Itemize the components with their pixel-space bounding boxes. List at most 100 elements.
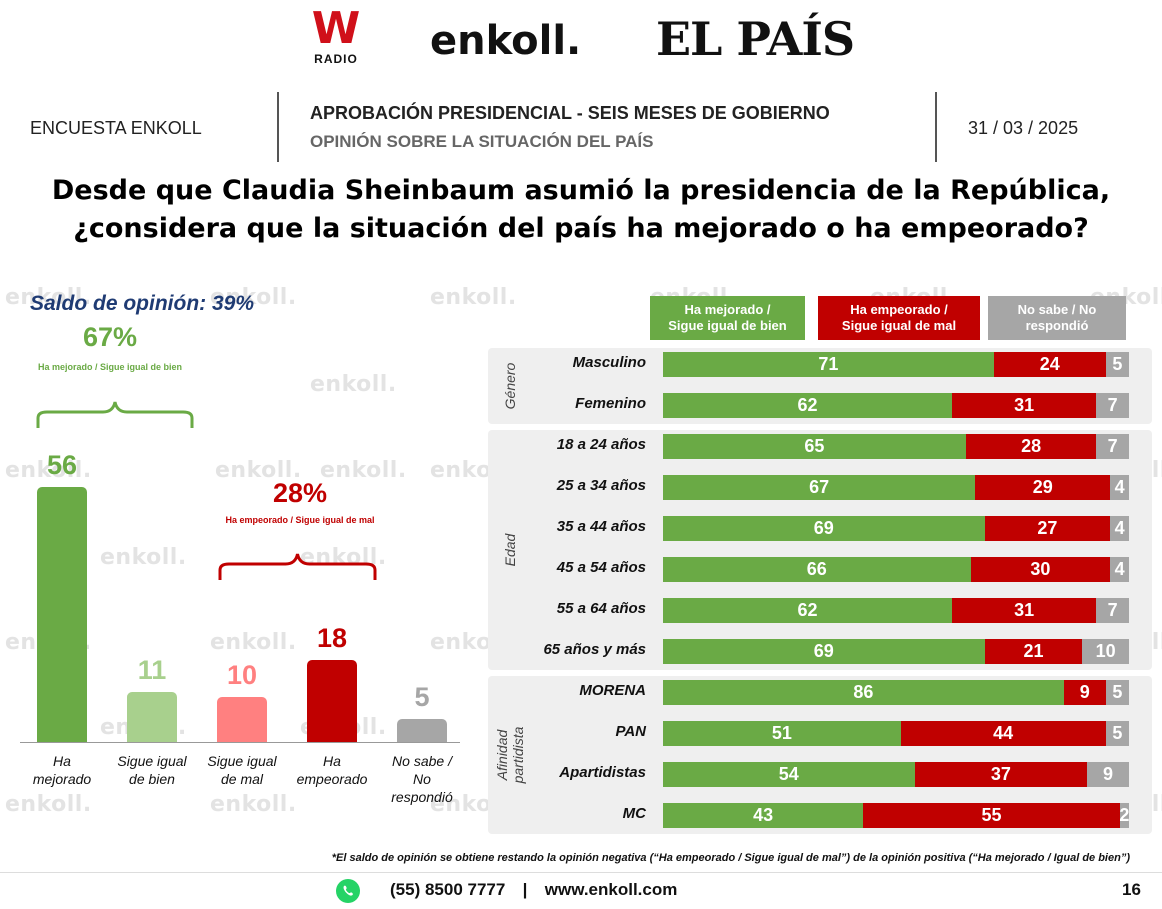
- segment-bar-0-0-2: 5: [1105, 352, 1129, 377]
- segment-bar-0-1-1: 31: [951, 393, 1097, 418]
- survey-question: Desde que Claudia Sheinbaum asumió la pr…: [0, 172, 1162, 248]
- row-label-1-2: 35 a 44 años: [556, 518, 646, 535]
- category-label-line: No: [413, 771, 431, 787]
- category-label-line: Ha: [323, 753, 341, 769]
- legend-item-1: Ha empeorado / Sigue igual de mal: [818, 296, 980, 340]
- segment-bar-1-2-1: 27: [984, 516, 1111, 541]
- bar-4: [397, 719, 447, 742]
- segment-bar-1-0-2: 7: [1096, 434, 1129, 459]
- segment-bar-2-3-2: 2: [1119, 803, 1129, 828]
- legend-label-line: Sigue igual de mal: [841, 318, 957, 333]
- footer-separator: |: [522, 880, 528, 899]
- category-label-line: mejorado: [32, 771, 92, 787]
- segment-bar-2-2-2: 9: [1087, 762, 1129, 787]
- segment-bar-1-1-0: 67: [663, 475, 976, 500]
- segment-bar-2-2-0: 54: [663, 762, 915, 787]
- row-label-2-3: MC: [622, 805, 646, 822]
- row-label-1-1: 25 a 34 años: [556, 477, 646, 494]
- footer-website[interactable]: www.enkoll.com: [544, 880, 678, 899]
- footnote: *El saldo de opinión se obtiene restando…: [331, 852, 1130, 864]
- row-label-1-3: 45 a 54 años: [556, 559, 646, 576]
- segment-bar-2-0-2: 5: [1105, 680, 1129, 705]
- segment-bar-1-3-1: 30: [970, 557, 1111, 582]
- bar-value-label-3: 18: [316, 623, 348, 654]
- bar-2: [217, 696, 267, 742]
- bar-3: [307, 660, 357, 742]
- positive-group-brace: [36, 401, 194, 428]
- legend-label-line: Sigue igual de bien: [668, 318, 787, 333]
- segment-bar-1-5-2: 10: [1082, 639, 1129, 664]
- question-line-2: ¿considera que la situación del país ha …: [73, 213, 1089, 244]
- segment-bar-1-0-1: 28: [965, 434, 1097, 459]
- bar-value-label-1: 11: [137, 654, 167, 685]
- question-line-1: Desde que Claudia Sheinbaum asumió la pr…: [51, 175, 1111, 206]
- row-label-1-4: 55 a 64 años: [556, 600, 646, 617]
- negative-group-percent: 28%: [272, 478, 328, 508]
- category-label-line: Sigue igual: [117, 753, 187, 769]
- segment-bar-0-0-1: 24: [993, 352, 1106, 377]
- legend-item-2: No sabe / No respondió: [988, 296, 1126, 340]
- category-label-line: de bien: [129, 771, 175, 787]
- legend-label-line: Ha empeorado /: [850, 302, 948, 317]
- bar-0: [37, 487, 87, 742]
- segment-bar-1-5-0: 69: [663, 639, 985, 664]
- positive-group-percent: 67%: [82, 322, 138, 352]
- segment-bar-0-1-2: 7: [1096, 393, 1129, 418]
- segment-bar-2-0-0: 86: [663, 680, 1064, 705]
- page-number: 16: [1122, 880, 1141, 899]
- watermark-20: enkoll.: [210, 630, 297, 655]
- category-label-line: No sabe /: [392, 753, 452, 769]
- bar-value-label-2: 10: [226, 659, 258, 690]
- row-label-2-0: MORENA: [579, 682, 646, 699]
- segment-group-label-1: Edad: [492, 430, 528, 670]
- segment-bar-1-4-0: 62: [663, 598, 952, 623]
- header-divider-right: [935, 92, 937, 162]
- segment-bar-2-1-2: 5: [1105, 721, 1129, 746]
- el-pais-logo: EL PAÍS: [656, 12, 855, 66]
- segment-group-label-line: Edad: [502, 533, 518, 567]
- segment-bar-2-3-0: 43: [663, 803, 864, 828]
- negative-group-brace: [218, 553, 377, 580]
- legend-label: Ha empeorado / Sigue igual de mal: [842, 302, 956, 334]
- segment-bar-1-3-2: 4: [1110, 557, 1129, 582]
- legend-item-0: Ha mejorado / Sigue igual de bien: [650, 296, 805, 340]
- header-divider-left: [277, 92, 279, 162]
- legend-label-line: respondió: [1025, 318, 1089, 333]
- watermark-6: enkoll.: [310, 372, 397, 397]
- segment-bar-2-0-1: 9: [1063, 680, 1106, 705]
- w-radio-logo: W RADIO: [304, 6, 368, 67]
- category-label-line: Ha: [53, 753, 71, 769]
- segment-bar-2-1-1: 44: [900, 721, 1106, 746]
- legend-label: No sabe / No respondió: [1018, 302, 1097, 334]
- survey-name: ENCUESTA ENKOLL: [30, 118, 202, 138]
- segment-bar-1-3-0: 66: [663, 557, 971, 582]
- category-label-4: No sabe / No respondió: [377, 752, 467, 806]
- segment-bar-2-1-0: 51: [663, 721, 901, 746]
- watermark-1: enkoll.: [210, 285, 297, 310]
- report-date: 31 / 03 / 2025: [968, 118, 1079, 138]
- watermark-9: enkoll.: [215, 458, 302, 483]
- category-label-0: Ha mejorado: [17, 752, 107, 788]
- segment-bar-1-4-1: 31: [951, 598, 1097, 623]
- row-label-0-0: Masculino: [572, 354, 646, 371]
- segment-bar-0-0-0: 71: [663, 352, 994, 377]
- w-logo-radio: RADIO: [314, 52, 358, 66]
- category-label-2: Sigue igual de mal: [197, 752, 287, 788]
- row-label-0-1: Femenino: [575, 395, 646, 412]
- positive-group-label: Ha mejorado / Sigue igual de bien: [37, 362, 183, 372]
- footer-contact: (55) 8500 7777 | www.enkoll.com: [390, 880, 677, 900]
- segment-bar-1-1-2: 4: [1110, 475, 1129, 500]
- watermark-7: enkoll.: [320, 458, 407, 483]
- whatsapp-icon: [335, 878, 361, 904]
- footer-divider: [0, 872, 1162, 873]
- category-label-3: Ha empeorado: [287, 752, 377, 788]
- watermark-30: enkoll.: [5, 792, 92, 817]
- opinion-balance: Saldo de opinión: 39%: [30, 292, 255, 315]
- watermark-31: enkoll.: [210, 792, 297, 817]
- row-label-2-2: Apartidistas: [559, 764, 646, 781]
- category-label-line: Sigue igual: [207, 753, 277, 769]
- segment-bar-2-3-1: 55: [863, 803, 1120, 828]
- segment-bar-0-1-0: 62: [663, 393, 952, 418]
- report-subtitle: OPINIÓN SOBRE LA SITUACIÓN DEL PAÍS: [310, 132, 654, 151]
- category-label-1: Sigue igual de bien: [107, 752, 197, 788]
